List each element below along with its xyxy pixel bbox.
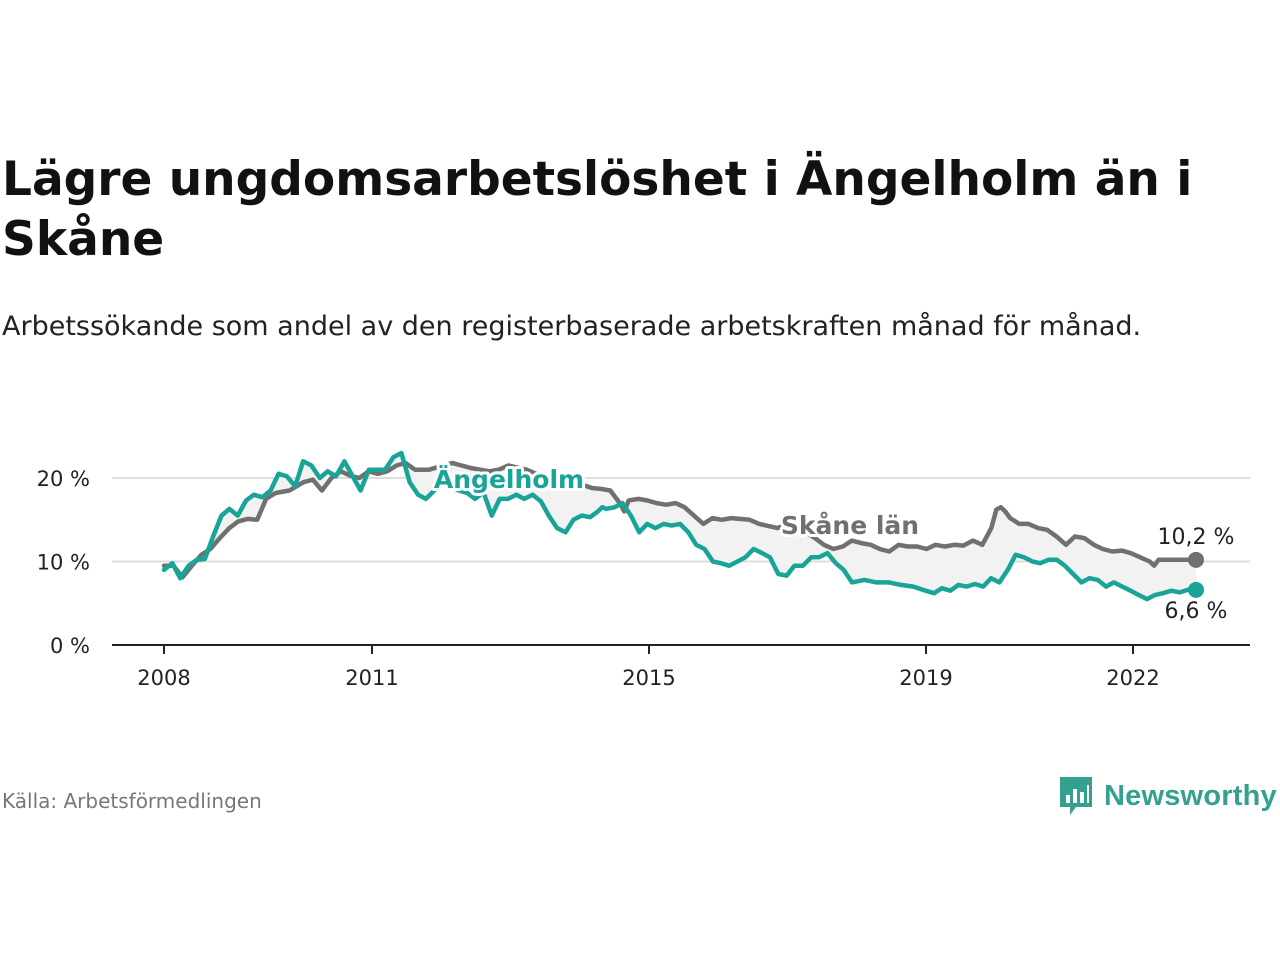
newsworthy-logo-icon bbox=[1060, 777, 1092, 815]
chart-title: Lägre ungdomsarbetslöshet i Ängelholm än… bbox=[2, 152, 1193, 267]
series-label-angelholm-halo: Ängelholm bbox=[434, 464, 584, 494]
series-label-skane-halo: Skåne län bbox=[781, 511, 919, 540]
source-note: Källa: Arbetsförmedlingen bbox=[2, 789, 262, 813]
x-axis: 2008 2011 2015 2019 2022 bbox=[112, 644, 1250, 690]
difference-band bbox=[164, 453, 1196, 600]
end-label-skane-halo: 10,2 % bbox=[1158, 525, 1235, 550]
series-line-angelholm bbox=[161, 450, 1199, 602]
x-tick-label: 2022 bbox=[1106, 666, 1159, 690]
end-label-angelholm-halo: 6,6 % bbox=[1165, 599, 1228, 624]
x-tick-label: 2015 bbox=[622, 666, 675, 690]
y-tick-label: 10 % bbox=[37, 551, 90, 575]
x-tick-label: 2011 bbox=[345, 666, 398, 690]
series-lines bbox=[161, 450, 1204, 602]
line-chart: 0 % 10 % 20 % 2008 2011 2015 2019 2022 Ängelho… bbox=[37, 450, 1250, 690]
newsworthy-logo-text: Newsworthy bbox=[1104, 779, 1277, 812]
newsworthy-logo: Newsworthy bbox=[1058, 772, 1277, 820]
difference-area bbox=[164, 453, 1196, 600]
end-label-skane: 10,2 % bbox=[1158, 525, 1235, 550]
x-tick-label: 2008 bbox=[137, 666, 190, 690]
series-label-angelholm: Ängelholm bbox=[434, 464, 584, 494]
y-tick-label: 20 % bbox=[37, 467, 90, 491]
end-point-angelholm bbox=[1188, 581, 1204, 598]
series-line-skane bbox=[161, 460, 1199, 580]
end-label-angelholm: 6,6 % bbox=[1165, 599, 1228, 624]
y-tick-label: 0 % bbox=[50, 634, 90, 658]
end-point-skane bbox=[1188, 551, 1204, 568]
x-tick-label: 2019 bbox=[899, 666, 952, 690]
chart-subtitle: Arbetssökande som andel av den registerb… bbox=[2, 311, 1142, 342]
series-label-skane: Skåne län bbox=[781, 511, 919, 540]
